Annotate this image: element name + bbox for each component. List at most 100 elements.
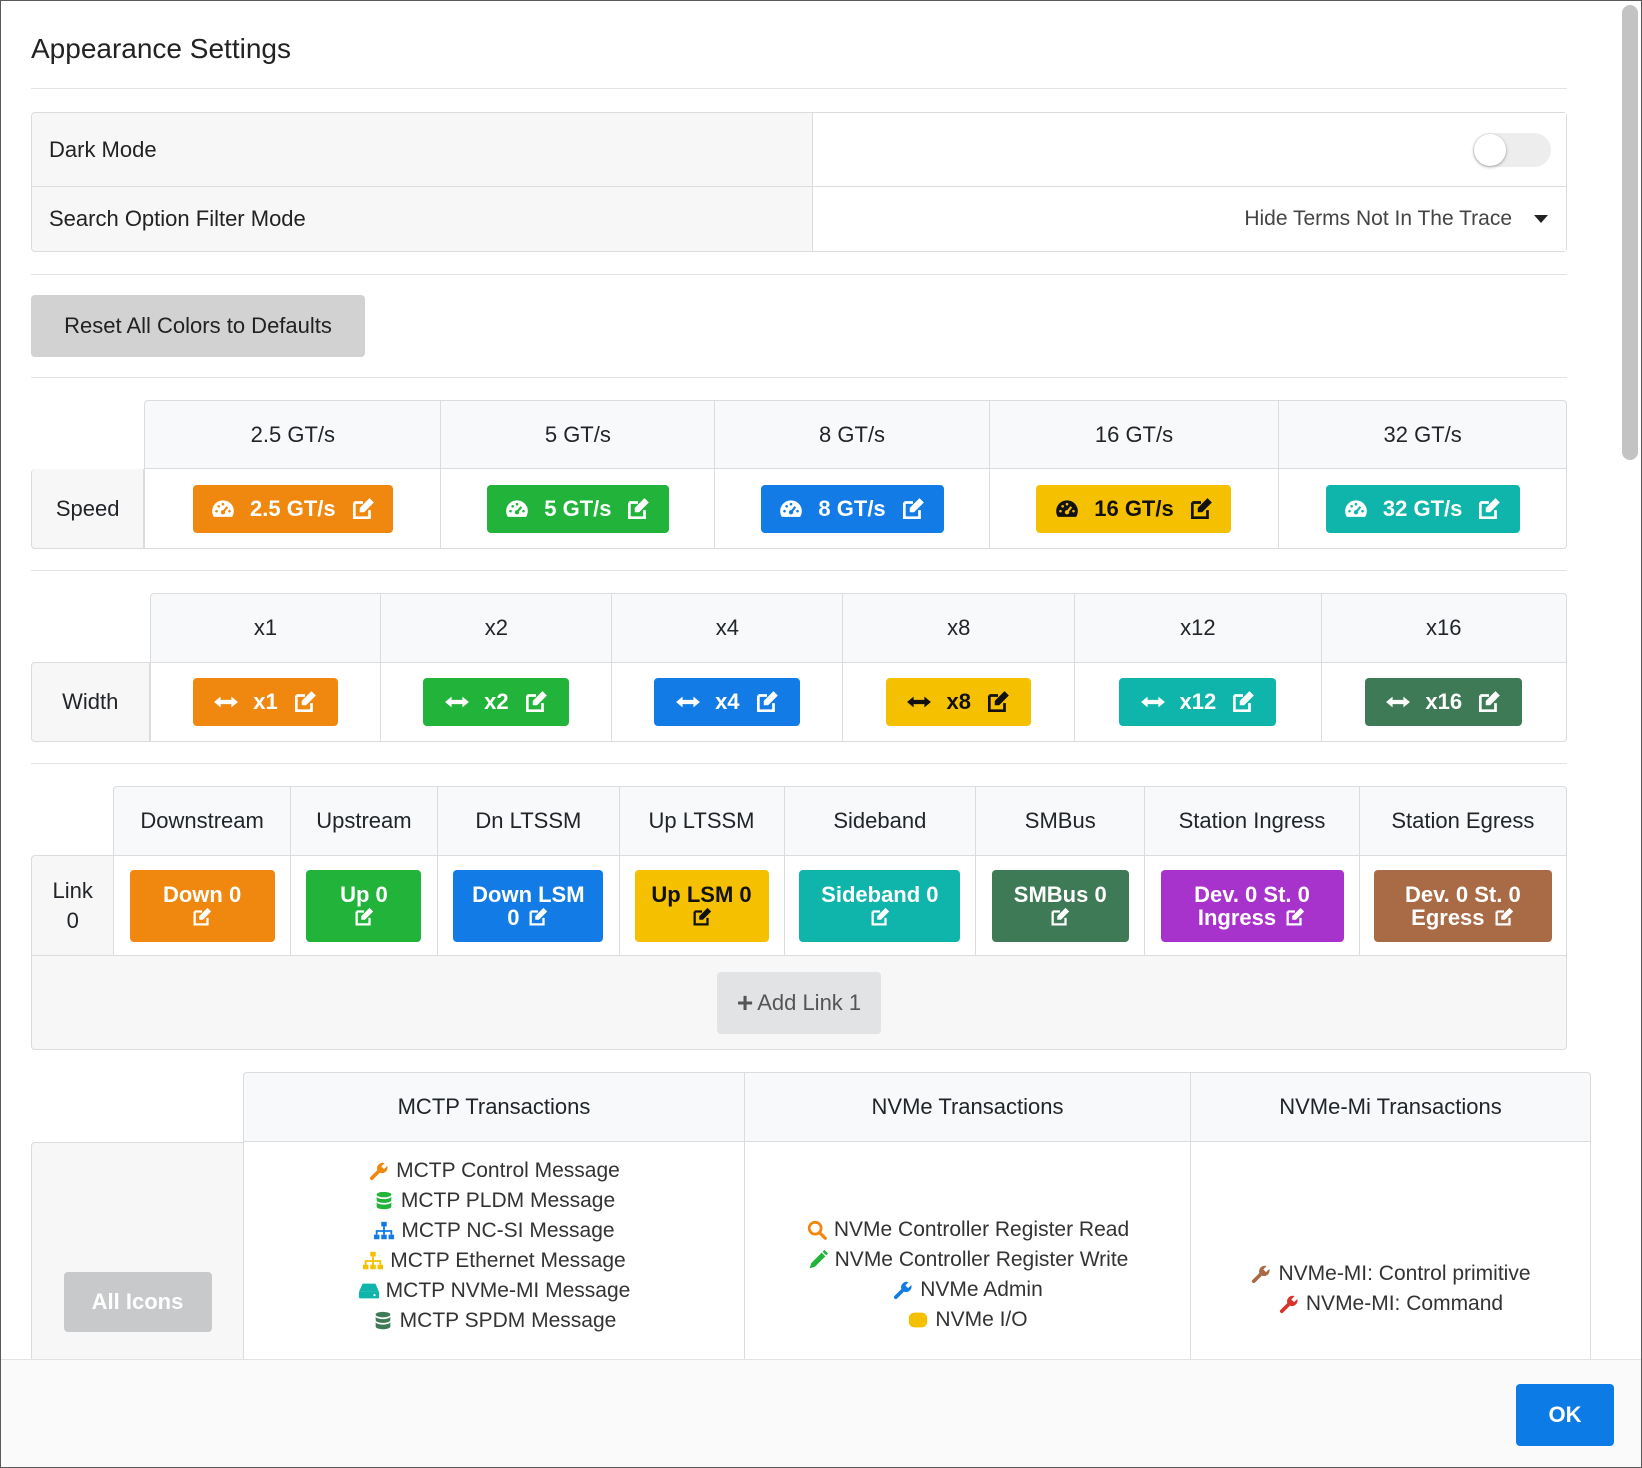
width-color-button[interactable]: x8 bbox=[886, 678, 1032, 726]
ok-button[interactable]: OK bbox=[1516, 1384, 1614, 1446]
transaction-item[interactable]: MCTP Ethernet Message bbox=[245, 1246, 743, 1276]
speed-row-label: Speed bbox=[31, 469, 145, 549]
link-button-line1: Down 0 bbox=[162, 882, 242, 907]
link-col-header: Sideband bbox=[783, 786, 976, 855]
vertical-scrollbar[interactable] bbox=[1619, 1, 1641, 1359]
toggle-knob bbox=[1474, 133, 1506, 166]
database-icon bbox=[373, 1190, 395, 1212]
link-col-header: Downstream bbox=[113, 786, 290, 855]
speed-color-button[interactable]: 5 GT/s bbox=[486, 484, 669, 533]
width-color-button[interactable]: x1 bbox=[193, 678, 338, 726]
transaction-item[interactable]: MCTP SPDM Message bbox=[245, 1306, 743, 1336]
link-label: Link bbox=[52, 877, 93, 903]
transaction-label: NVMe-MI: Control primitive bbox=[1278, 1262, 1531, 1285]
database-icon bbox=[372, 1310, 394, 1332]
transactions-table: MCTP Transactions NVMe Transactions NVMe… bbox=[31, 1072, 1591, 1359]
transaction-label: MCTP NC-SI Message bbox=[401, 1219, 615, 1242]
transaction-item[interactable]: NVMe-MI: Control primitive bbox=[1192, 1259, 1589, 1289]
edit-icon bbox=[1493, 906, 1515, 928]
arrows-h-icon bbox=[1385, 689, 1411, 715]
width-button-label: x16 bbox=[1425, 689, 1463, 714]
width-col-header: x2 bbox=[380, 593, 612, 662]
speed-color-button[interactable]: 32 GT/s bbox=[1325, 484, 1520, 533]
nvme-list: NVMe Controller Register Read NVMe Contro… bbox=[746, 1215, 1189, 1335]
wrench-icon bbox=[368, 1160, 390, 1182]
nvme-mi-col-header: NVMe-Mi Transactions bbox=[1190, 1072, 1591, 1142]
transaction-item[interactable]: MCTP NC-SI Message bbox=[245, 1216, 743, 1246]
dark-mode-toggle[interactable] bbox=[1473, 132, 1551, 167]
transaction-item[interactable]: MCTP NVMe-MI Message bbox=[245, 1276, 743, 1306]
link-color-button[interactable]: Down LSM 0 bbox=[453, 869, 604, 942]
edit-icon bbox=[353, 906, 375, 928]
width-table: x1 x2 x4 x8 x12 x16 Width x1 x2 x4 x8 x12 x16 bbox=[31, 593, 1567, 742]
caret-down-icon bbox=[1534, 215, 1548, 223]
width-button-label: x8 bbox=[946, 689, 971, 714]
transaction-item[interactable]: NVMe I/O bbox=[746, 1305, 1189, 1335]
link-button-line1: Dev. 0 St. 0 bbox=[1194, 881, 1310, 907]
filter-mode-value: Hide Terms Not In The Trace bbox=[1244, 207, 1512, 230]
width-color-button[interactable]: x16 bbox=[1365, 678, 1523, 726]
transaction-item[interactable]: NVMe Controller Register Write bbox=[746, 1245, 1189, 1275]
edit-icon bbox=[1476, 689, 1502, 715]
width-button-label: x12 bbox=[1179, 689, 1217, 714]
transaction-label: MCTP Control Message bbox=[396, 1159, 620, 1182]
dark-mode-row: Dark Mode bbox=[32, 113, 1566, 187]
transaction-label: MCTP PLDM Message bbox=[400, 1189, 616, 1212]
link-color-button[interactable]: SMBus 0 bbox=[991, 869, 1129, 942]
speed-col-header: 32 GT/s bbox=[1278, 400, 1567, 469]
link-color-button[interactable]: Sideband 0 bbox=[799, 869, 961, 942]
mctp-col-header: MCTP Transactions bbox=[243, 1072, 744, 1142]
width-col-header: x8 bbox=[842, 593, 1075, 662]
link-col-header: Station Egress bbox=[1358, 786, 1567, 855]
wrench-icon bbox=[1250, 1263, 1272, 1285]
dark-mode-label: Dark Mode bbox=[32, 113, 813, 186]
arrows-h-icon bbox=[906, 689, 932, 715]
gauge-icon bbox=[778, 496, 804, 522]
transaction-item[interactable]: MCTP Control Message bbox=[245, 1156, 743, 1186]
transaction-item[interactable]: NVMe Admin bbox=[746, 1275, 1189, 1305]
circle-icon bbox=[907, 1309, 929, 1331]
add-link-label: Add Link 1 bbox=[757, 989, 862, 1015]
transaction-item[interactable]: MCTP PLDM Message bbox=[245, 1186, 743, 1216]
link-color-button[interactable]: Up LSM 0 bbox=[634, 869, 769, 942]
filter-mode-row: Search Option Filter Mode Hide Terms Not… bbox=[32, 187, 1566, 251]
speed-table: 2.5 GT/s 5 GT/s 8 GT/s 16 GT/s 32 GT/s S… bbox=[31, 400, 1567, 549]
arrows-h-icon bbox=[213, 689, 239, 715]
width-color-button[interactable]: x12 bbox=[1119, 678, 1277, 726]
hdd-icon bbox=[358, 1280, 380, 1302]
transaction-item[interactable]: NVMe-MI: Command bbox=[1192, 1289, 1589, 1319]
speed-color-button[interactable]: 2.5 GT/s bbox=[192, 484, 393, 533]
link-col-header: Station Ingress bbox=[1144, 786, 1359, 855]
edit-icon bbox=[191, 906, 213, 928]
speed-button-label: 5 GT/s bbox=[544, 495, 612, 521]
link-color-button[interactable]: Up 0 bbox=[306, 869, 422, 942]
edit-icon bbox=[527, 906, 549, 928]
filter-mode-select[interactable]: Hide Terms Not In The Trace bbox=[1244, 207, 1548, 231]
link-button-line1: Dev. 0 St. 0 bbox=[1404, 881, 1521, 907]
speed-button-label: 2.5 GT/s bbox=[250, 495, 336, 521]
transaction-item[interactable]: NVMe Controller Register Read bbox=[746, 1215, 1189, 1245]
all-icons-button[interactable]: All Icons bbox=[63, 1272, 212, 1332]
link-button-line1: Sideband 0 bbox=[821, 882, 939, 907]
reset-colors-button[interactable]: Reset All Colors to Defaults bbox=[31, 295, 365, 357]
speed-color-button[interactable]: 16 GT/s bbox=[1036, 484, 1232, 533]
edit-icon bbox=[691, 906, 713, 928]
add-link-button[interactable]: + Add Link 1 bbox=[716, 971, 882, 1034]
link-button-line1: Up 0 bbox=[340, 882, 388, 907]
width-button-label: x2 bbox=[484, 689, 509, 714]
link-color-button[interactable]: Down 0 bbox=[129, 869, 275, 942]
speed-button-label: 8 GT/s bbox=[818, 495, 886, 521]
link-color-button[interactable]: Dev. 0 St. 0 Ingress bbox=[1160, 869, 1344, 942]
edit-icon bbox=[754, 689, 780, 715]
width-color-button[interactable]: x2 bbox=[423, 678, 570, 726]
speed-color-button[interactable]: 8 GT/s bbox=[760, 484, 944, 533]
nvme-mi-list: NVMe-MI: Control primitive NVMe-MI: Comma… bbox=[1192, 1259, 1589, 1319]
width-col-header: x16 bbox=[1320, 593, 1567, 662]
edit-icon bbox=[625, 496, 651, 522]
link-color-button[interactable]: Dev. 0 St. 0 Egress bbox=[1373, 869, 1552, 942]
scrollbar-thumb[interactable] bbox=[1622, 5, 1638, 460]
search-icon bbox=[806, 1219, 828, 1241]
transaction-label: MCTP Ethernet Message bbox=[390, 1249, 626, 1272]
width-color-button[interactable]: x4 bbox=[654, 678, 801, 726]
